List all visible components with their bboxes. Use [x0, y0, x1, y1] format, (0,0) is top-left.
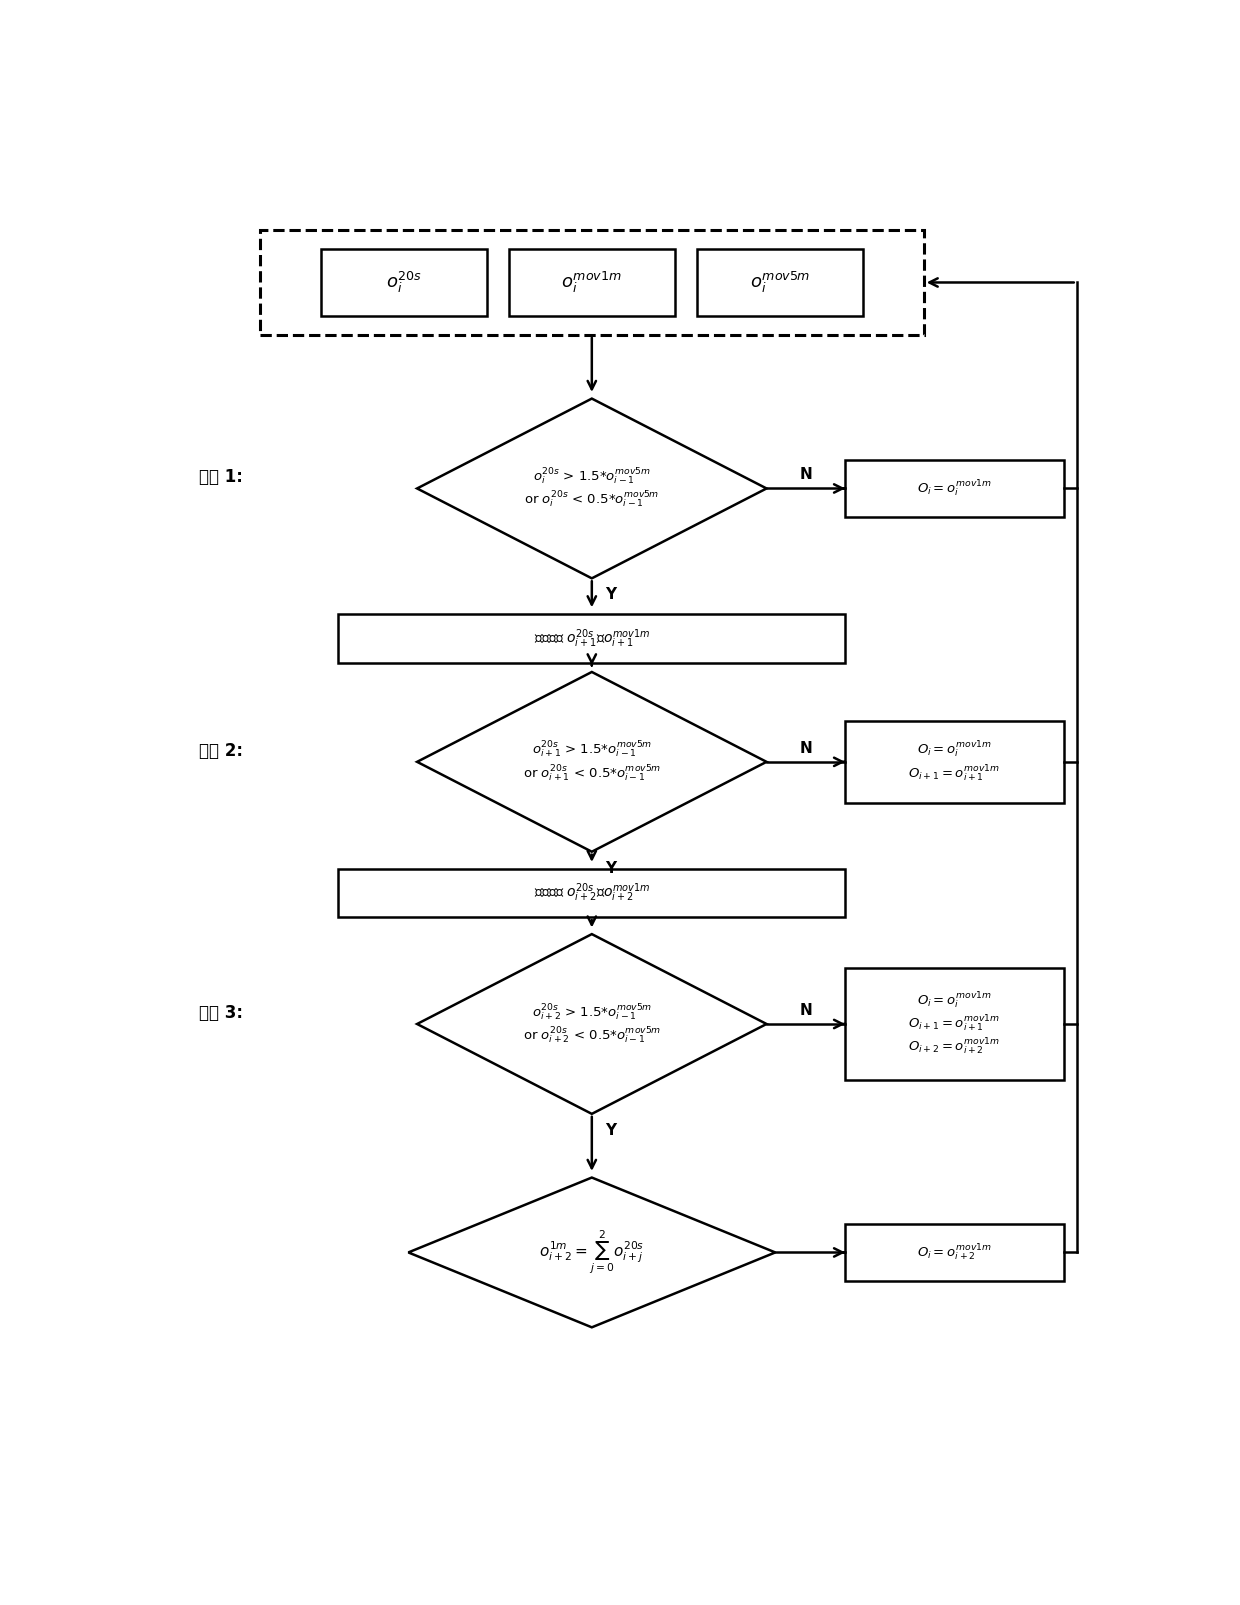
Text: N: N: [800, 742, 812, 756]
FancyBboxPatch shape: [846, 461, 1064, 517]
Text: $o^{20s}_{i}$ > 1.5*$o^{mov5m}_{i-1}$
or $o^{20s}_{i}$ < 0.5*$o^{mov5m}_{i-1}$: $o^{20s}_{i}$ > 1.5*$o^{mov5m}_{i-1}$ or…: [525, 467, 660, 510]
FancyBboxPatch shape: [260, 230, 924, 335]
Text: N: N: [800, 1003, 812, 1018]
Text: Y: Y: [605, 587, 616, 602]
Text: $o^{mov5m}_{i}$: $o^{mov5m}_{i}$: [750, 270, 810, 295]
Text: Y: Y: [605, 1124, 616, 1138]
Text: 计算提取 $o^{20s}_{i+2}$、$o^{mov1m}_{i+2}$: 计算提取 $o^{20s}_{i+2}$、$o^{mov1m}_{i+2}$: [533, 881, 650, 904]
Text: 条件 2:: 条件 2:: [198, 742, 243, 759]
Text: $O_i = o^{mov1m}_{i+2}$: $O_i = o^{mov1m}_{i+2}$: [918, 1242, 992, 1263]
Text: $O_i = o^{mov1m}_{i}$
$O_{i+1} = o^{mov1m}_{i+1}$
$O_{i+2} = o^{mov1m}_{i+2}$: $O_i = o^{mov1m}_{i}$ $O_{i+1} = o^{mov1…: [909, 990, 1001, 1058]
FancyBboxPatch shape: [321, 249, 487, 316]
Text: $o^{20s}_{i+2}$ > 1.5*$o^{mov5m}_{i-1}$
or $o^{20s}_{i+2}$ < 0.5*$o^{mov5m}_{i-1: $o^{20s}_{i+2}$ > 1.5*$o^{mov5m}_{i-1}$ …: [523, 1002, 661, 1046]
Polygon shape: [417, 934, 766, 1114]
Text: 条件 1:: 条件 1:: [198, 469, 243, 486]
FancyBboxPatch shape: [846, 968, 1064, 1080]
Polygon shape: [417, 672, 766, 852]
FancyBboxPatch shape: [846, 1225, 1064, 1281]
FancyBboxPatch shape: [339, 868, 846, 916]
Text: $O_i = o^{mov1m}_{i}$
$O_{i+1} = o^{mov1m}_{i+1}$: $O_i = o^{mov1m}_{i}$ $O_{i+1} = o^{mov1…: [909, 740, 1001, 783]
Text: 计算提取 $o^{20s}_{i+1}$、$o^{mov1m}_{i+1}$: 计算提取 $o^{20s}_{i+1}$、$o^{mov1m}_{i+1}$: [533, 628, 650, 650]
FancyBboxPatch shape: [697, 249, 863, 316]
Text: $o^{20s}_{i}$: $o^{20s}_{i}$: [386, 270, 422, 295]
Text: N: N: [800, 467, 812, 483]
Text: Y: Y: [605, 860, 616, 876]
Text: $o^{mov1m}_{i}$: $o^{mov1m}_{i}$: [562, 270, 622, 295]
Text: 条件 3:: 条件 3:: [198, 1003, 243, 1022]
FancyBboxPatch shape: [846, 721, 1064, 802]
Polygon shape: [408, 1178, 775, 1327]
Polygon shape: [417, 398, 766, 578]
Text: $o^{1m}_{i+2} = \sum_{j=0}^{2} o^{20s}_{i+j}$: $o^{1m}_{i+2} = \sum_{j=0}^{2} o^{20s}_{…: [539, 1229, 645, 1276]
FancyBboxPatch shape: [339, 613, 846, 663]
Text: $o^{20s}_{i+1}$ > 1.5*$o^{mov5m}_{i-1}$
or $o^{20s}_{i+1}$ < 0.5*$o^{mov5m}_{i-1: $o^{20s}_{i+1}$ > 1.5*$o^{mov5m}_{i-1}$ …: [523, 740, 661, 783]
Text: $O_i = o^{mov1m}_{i}$: $O_i = o^{mov1m}_{i}$: [918, 478, 992, 499]
FancyBboxPatch shape: [508, 249, 675, 316]
